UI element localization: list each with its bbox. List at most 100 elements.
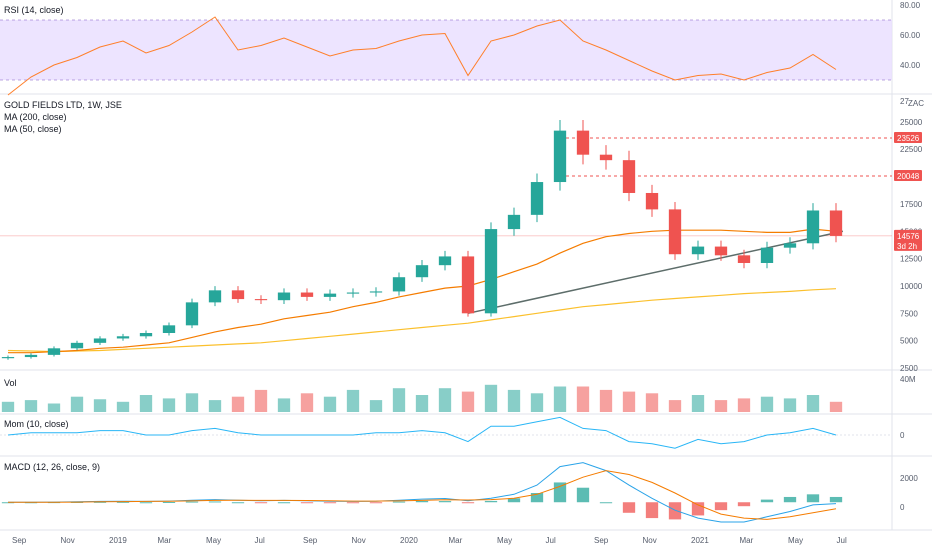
- ma50-line: [8, 228, 837, 354]
- volume-bar: [369, 400, 383, 412]
- volume-bar: [438, 388, 452, 412]
- momentum-legend: Mom (10, close): [4, 419, 69, 429]
- macd-histogram-bar: [714, 502, 728, 511]
- volume-bar: [93, 399, 107, 412]
- price-top-tick: 27: [900, 97, 909, 106]
- volume-bar: [507, 389, 521, 412]
- macd-histogram-bar: [530, 493, 544, 503]
- macd-histogram-bar: [783, 496, 797, 503]
- candle-body: [737, 255, 751, 263]
- price-badge: [894, 229, 922, 241]
- candle-body: [668, 209, 682, 255]
- candle-body: [70, 342, 84, 349]
- macd-histogram-bar: [208, 501, 222, 503]
- time-axis-label: Sep: [12, 536, 27, 545]
- macd-histogram-bar: [24, 502, 38, 504]
- candle-body: [47, 348, 61, 355]
- volume-bar: [24, 400, 38, 412]
- candle-body: [93, 338, 107, 343]
- volume-bar: [231, 396, 245, 412]
- time-axis-label: Jul: [546, 536, 556, 545]
- macd-histogram-bar: [162, 501, 176, 503]
- macd-histogram-bar: [116, 501, 130, 503]
- macd-histogram-bar: [185, 501, 199, 503]
- macd-histogram-bar: [415, 500, 429, 503]
- ma200-legend: MA (200, close): [4, 112, 67, 122]
- macd-tick-2000: 2000: [900, 474, 918, 483]
- volume-bar: [208, 400, 222, 412]
- candle-body: [829, 210, 843, 236]
- macd-histogram-bar: [254, 502, 268, 504]
- macd-histogram-bar: [806, 494, 820, 503]
- price-badge-label: 20048: [897, 172, 920, 181]
- candle-body: [507, 214, 521, 230]
- volume-bar: [1, 401, 15, 412]
- candle-body: [760, 247, 774, 263]
- momentum-line: [7, 416, 837, 449]
- time-axis-label: 2019: [109, 536, 127, 545]
- candle-body: [254, 299, 268, 301]
- macd-histogram-bar: [507, 498, 521, 503]
- trendline: [467, 230, 844, 315]
- volume-bar: [783, 398, 797, 412]
- candle-body: [691, 246, 705, 255]
- macd-histogram-bar: [1, 502, 15, 504]
- volume-bar: [691, 395, 705, 412]
- macd-histogram-bar: [93, 501, 107, 503]
- time-axis-label: May: [206, 536, 221, 545]
- volume-bar: [461, 391, 475, 412]
- time-axis-label: Nov: [352, 536, 366, 545]
- rsi-legend: RSI (14, close): [4, 5, 64, 15]
- volume-bar: [484, 384, 498, 412]
- time-axis-label: Nov: [61, 536, 75, 545]
- candle-body: [553, 130, 567, 183]
- macd-histogram-bar: [484, 500, 498, 503]
- macd-series: [1, 462, 843, 523]
- candle-body: [24, 354, 38, 358]
- macd-histogram-bar: [346, 502, 360, 504]
- price-tick-5000: 5000: [900, 337, 918, 346]
- volume-bar: [806, 395, 820, 412]
- volume-bar: [323, 396, 337, 412]
- price-tick-10000: 10000: [900, 282, 923, 291]
- price-tick-17500: 17500: [900, 200, 923, 209]
- time-axis-label: Nov: [643, 536, 657, 545]
- price-tick-22500: 22500: [900, 145, 923, 154]
- macd-histogram-bar: [691, 502, 705, 516]
- rsi-series: [7, 16, 837, 96]
- time-axis-label: Jul: [837, 536, 847, 545]
- macd-histogram-bar: [323, 502, 337, 504]
- macd-histogram-bar: [438, 501, 452, 503]
- macd-histogram-bar: [553, 482, 567, 503]
- rsi-tick-80: 80.00: [900, 1, 921, 10]
- symbol-legend: GOLD FIELDS LTD, 1W, JSE: [4, 100, 122, 110]
- candle-body: [806, 210, 820, 244]
- macd-histogram-bar: [760, 499, 774, 503]
- volume-bar: [392, 388, 406, 412]
- candle-body: [438, 256, 452, 266]
- candle-body: [116, 336, 130, 339]
- candle-body: [1, 357, 15, 359]
- candle-body: [576, 130, 590, 155]
- volume-bar: [116, 401, 130, 412]
- volume-bar: [737, 398, 751, 412]
- volume-bar: [139, 395, 153, 412]
- momentum-tick: 0: [900, 431, 905, 440]
- volume-bar: [622, 391, 636, 412]
- volume-bar: [415, 395, 429, 412]
- price-badge: [894, 132, 922, 144]
- macd-line: [8, 462, 837, 523]
- ma200-line: [7, 288, 837, 353]
- macd-histogram-bar: [576, 487, 590, 503]
- time-axis-label: May: [497, 536, 512, 545]
- time-axis-label: Jul: [255, 536, 265, 545]
- rsi-line: [7, 16, 837, 96]
- volume-bar: [599, 389, 613, 412]
- time-axis-label: Sep: [594, 536, 609, 545]
- rsi-tick-40: 40.00: [900, 61, 921, 70]
- macd-legend: MACD (12, 26, close, 9): [4, 462, 100, 472]
- candle-body: [323, 293, 337, 297]
